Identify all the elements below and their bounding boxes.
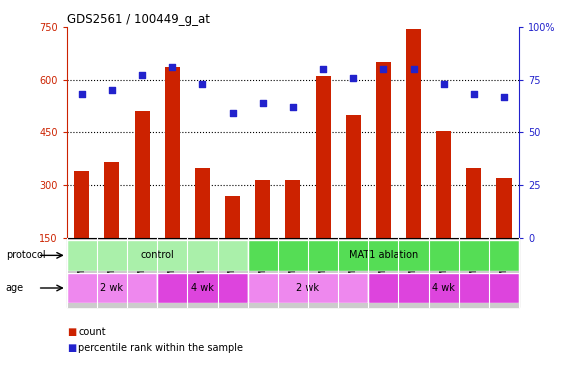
Bar <box>285 180 300 238</box>
Bar <box>346 115 361 238</box>
Bar <box>67 240 248 271</box>
Bar <box>316 76 331 238</box>
Bar <box>496 178 512 238</box>
Point <box>499 93 509 99</box>
Point <box>258 100 267 106</box>
Point <box>469 91 478 98</box>
Point <box>379 66 388 72</box>
Point <box>198 81 207 87</box>
Bar <box>195 168 210 238</box>
Bar <box>225 196 240 238</box>
Point <box>168 64 177 70</box>
Bar <box>74 171 89 238</box>
Bar <box>368 273 519 303</box>
Bar <box>67 273 157 303</box>
Text: 4 wk: 4 wk <box>432 283 455 293</box>
Bar <box>248 273 368 303</box>
Text: ■: ■ <box>67 343 76 353</box>
Bar <box>406 29 421 238</box>
Text: GDS2561 / 100449_g_at: GDS2561 / 100449_g_at <box>67 13 210 26</box>
Point <box>107 87 117 93</box>
Text: age: age <box>6 283 24 293</box>
Text: control: control <box>140 250 174 260</box>
Point <box>228 111 237 117</box>
Bar <box>248 240 519 271</box>
Bar <box>436 131 451 238</box>
Bar <box>376 62 391 238</box>
Text: count: count <box>78 327 106 337</box>
Bar <box>157 273 248 303</box>
Point <box>349 74 358 81</box>
Text: ■: ■ <box>67 327 76 337</box>
Text: percentile rank within the sample: percentile rank within the sample <box>78 343 243 353</box>
Text: 2 wk: 2 wk <box>296 283 320 293</box>
Point <box>77 91 86 98</box>
Bar <box>135 111 150 238</box>
Bar <box>466 168 481 238</box>
Bar <box>165 67 180 238</box>
Point <box>288 104 298 110</box>
Point <box>318 66 328 72</box>
Text: protocol: protocol <box>6 250 45 260</box>
Bar <box>104 162 119 238</box>
Text: MAT1 ablation: MAT1 ablation <box>349 250 418 260</box>
Text: 2 wk: 2 wk <box>100 283 124 293</box>
Point <box>439 81 448 87</box>
Point <box>409 66 418 72</box>
Bar <box>255 180 270 238</box>
Text: 4 wk: 4 wk <box>191 283 214 293</box>
Point <box>137 73 147 79</box>
